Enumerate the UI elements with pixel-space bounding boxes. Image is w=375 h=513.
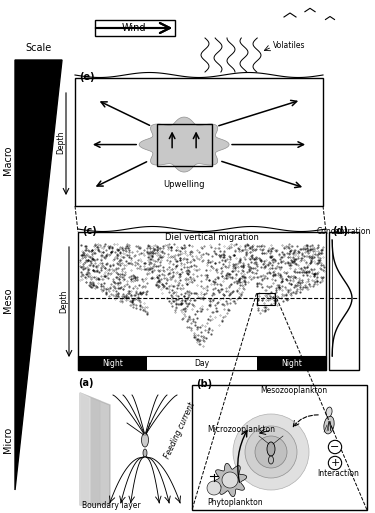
Bar xyxy=(75,78,323,206)
Text: Diel vertical migration: Diel vertical migration xyxy=(165,233,259,242)
Text: Interaction: Interaction xyxy=(317,468,359,478)
Text: (e): (e) xyxy=(79,72,94,82)
Text: Microzooplankton: Microzooplankton xyxy=(207,425,275,435)
Bar xyxy=(192,385,367,510)
Bar xyxy=(78,356,326,370)
Text: Depth: Depth xyxy=(60,289,69,313)
Polygon shape xyxy=(15,60,62,490)
Bar xyxy=(256,356,326,370)
Text: (a): (a) xyxy=(78,378,93,388)
Text: Upwelling: Upwelling xyxy=(164,180,205,189)
Bar xyxy=(256,293,274,305)
Ellipse shape xyxy=(141,433,148,447)
Text: Scale: Scale xyxy=(25,43,51,53)
Text: Day: Day xyxy=(194,359,210,367)
Circle shape xyxy=(222,472,238,488)
Polygon shape xyxy=(80,393,100,505)
Circle shape xyxy=(255,436,287,468)
Ellipse shape xyxy=(326,407,332,417)
Text: Concentration: Concentration xyxy=(317,227,371,236)
Circle shape xyxy=(207,481,221,495)
Bar xyxy=(78,356,147,370)
Text: Meso: Meso xyxy=(3,287,13,313)
Circle shape xyxy=(245,426,297,478)
Bar xyxy=(157,124,212,166)
Polygon shape xyxy=(80,393,110,505)
Text: Volatiles: Volatiles xyxy=(273,41,306,49)
FancyBboxPatch shape xyxy=(95,20,175,36)
Text: Feeding current: Feeding current xyxy=(163,401,197,460)
Text: Phytoplankton: Phytoplankton xyxy=(207,498,263,507)
Text: +: + xyxy=(330,458,340,468)
Polygon shape xyxy=(213,463,247,497)
Ellipse shape xyxy=(324,416,334,434)
Text: (b): (b) xyxy=(196,379,212,389)
Text: Depth: Depth xyxy=(57,130,66,154)
Ellipse shape xyxy=(143,449,147,457)
Ellipse shape xyxy=(268,456,273,464)
Text: (d): (d) xyxy=(332,226,348,236)
Bar xyxy=(329,232,359,370)
Text: −: − xyxy=(330,442,340,452)
Polygon shape xyxy=(80,393,90,505)
Text: Night: Night xyxy=(281,359,302,367)
Polygon shape xyxy=(139,117,229,172)
Text: (c): (c) xyxy=(82,226,97,236)
Text: Boundary layer: Boundary layer xyxy=(82,501,141,510)
Text: Wind: Wind xyxy=(122,23,146,33)
Circle shape xyxy=(233,414,309,490)
Text: Night: Night xyxy=(102,359,123,367)
Bar xyxy=(78,232,326,370)
Text: Micro: Micro xyxy=(3,427,13,453)
Text: Mesozooplankton: Mesozooplankton xyxy=(260,386,328,395)
Text: Macro: Macro xyxy=(3,145,13,175)
Ellipse shape xyxy=(267,442,275,456)
